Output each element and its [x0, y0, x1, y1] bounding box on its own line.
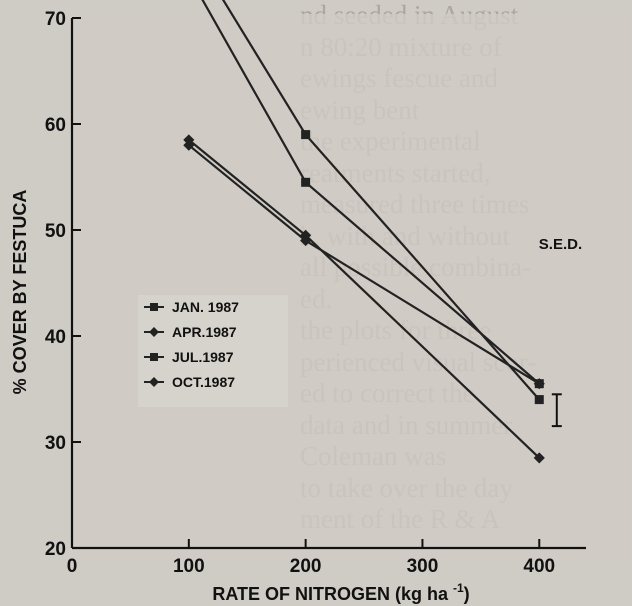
plot-backdrop [70, 14, 630, 562]
data-point-series-4 [300, 235, 312, 247]
series-markers [183, 130, 545, 464]
x-axis-title-close: ) [464, 584, 470, 604]
x-tick-label: 400 [523, 556, 555, 577]
data-point-series-3 [301, 130, 311, 140]
x-axis-title-superscript: -1 [453, 581, 464, 595]
y-tick-label: 50 [45, 221, 66, 242]
chart-axes [70, 18, 586, 550]
chart-legend: JAN. 1987 APR.1987 JUL.1987 OCT.1987 [138, 295, 288, 407]
data-point-series-1 [301, 177, 311, 187]
y-tick-label: 40 [45, 327, 66, 348]
x-tick-label: 100 [173, 556, 205, 577]
x-tick-label: 200 [290, 556, 322, 577]
legend-label: APR.1987 [172, 324, 237, 340]
x-axis-title-main: RATE OF NITROGEN (kg ha [212, 584, 453, 604]
y-tick-label: 70 [45, 9, 66, 30]
sed-indicator: S.E.D. [539, 236, 582, 428]
data-point-series-2 [533, 452, 545, 464]
legend-marker [150, 303, 158, 311]
x-tick-label: 0 [67, 556, 78, 577]
legend-marker [149, 377, 159, 387]
x-axis-title: RATE OF NITROGEN (kg ha -1) [212, 581, 469, 604]
chart-ticks: 20 30 40 50 60 70 0 100 200 300 400 [45, 9, 555, 577]
legend-label: OCT.1987 [172, 374, 235, 390]
y-tick-label: 30 [45, 433, 66, 454]
y-axis-title: % COVER BY FESTUCA [10, 190, 30, 395]
y-tick-label: 20 [45, 539, 66, 560]
sed-label: S.E.D. [539, 236, 582, 253]
legend-marker [149, 327, 159, 337]
legend-label: JAN. 1987 [172, 299, 239, 315]
legend-box [138, 295, 288, 407]
legend-label: JUL.1987 [172, 349, 234, 365]
data-point-series-4 [533, 378, 545, 390]
legend-marker [150, 353, 158, 361]
x-tick-label: 300 [407, 556, 439, 577]
data-point-series-3 [534, 395, 544, 405]
y-tick-label: 60 [45, 115, 66, 136]
data-point-series-4 [183, 139, 195, 151]
